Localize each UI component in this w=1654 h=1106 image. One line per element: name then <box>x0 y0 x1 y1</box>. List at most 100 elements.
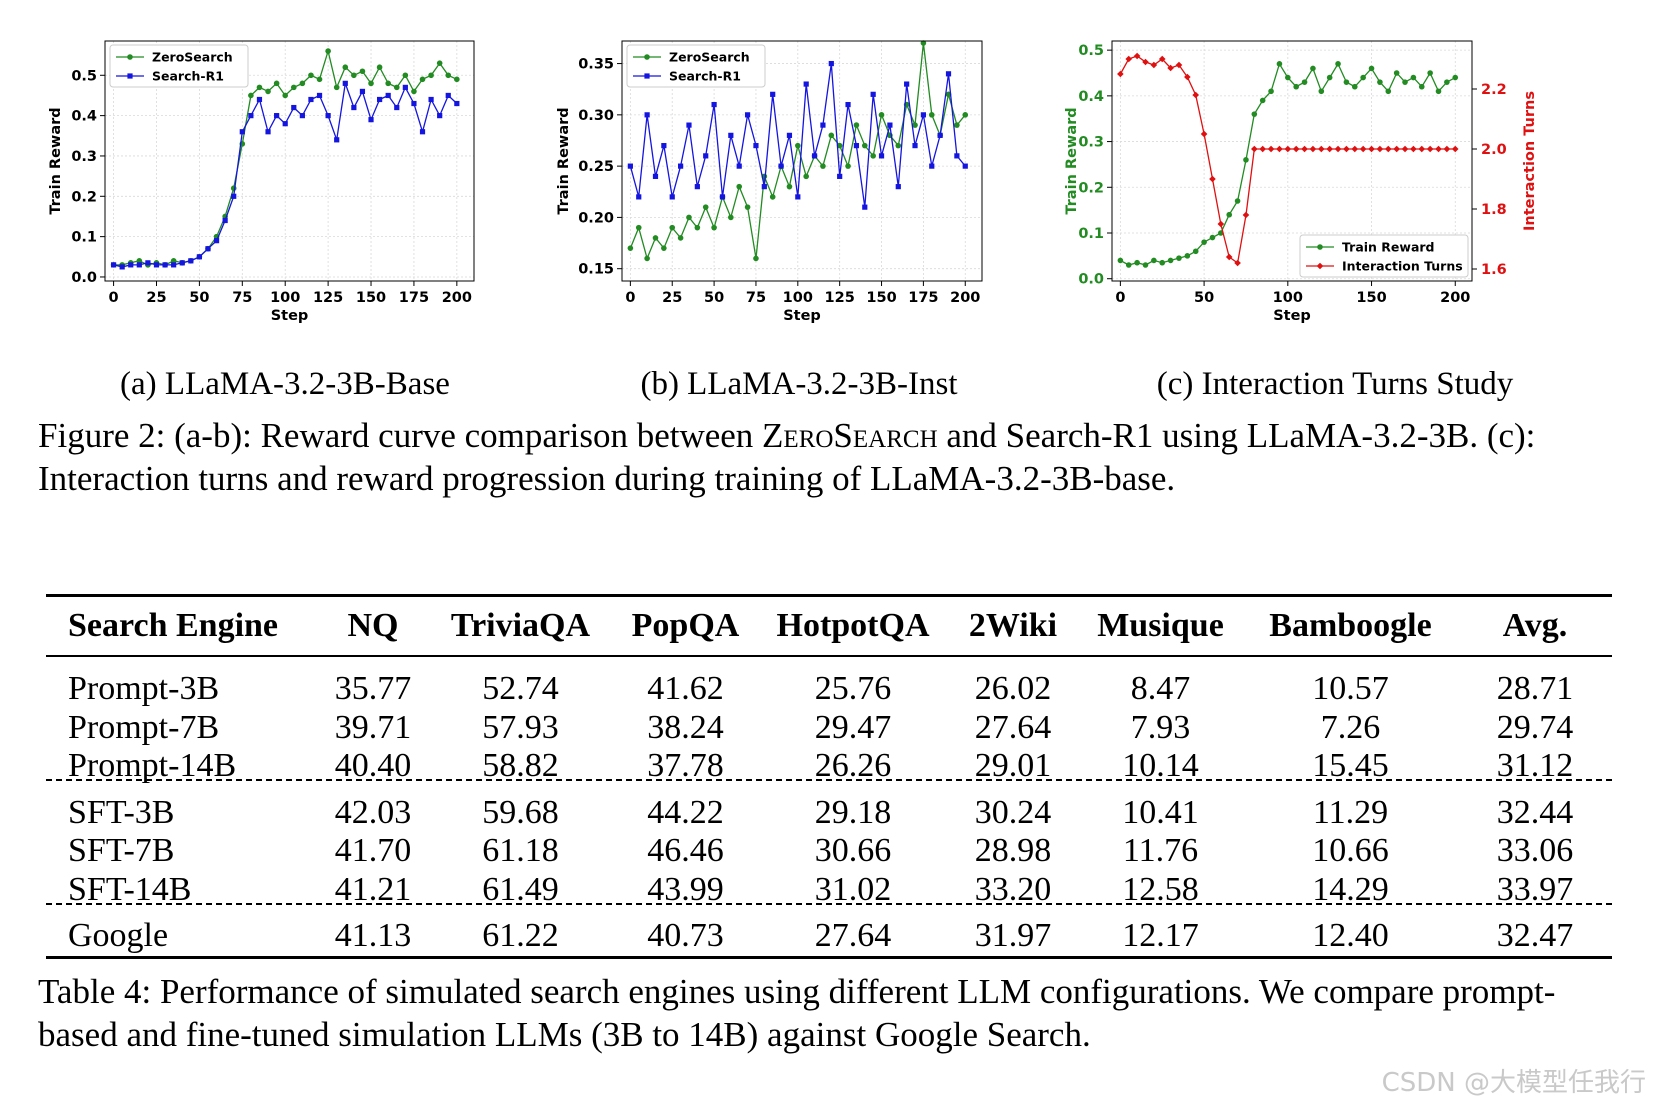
figure-caption-suffix: and Search-R1 using LLaMA-3.2-3B. (c): I… <box>38 416 1536 498</box>
y2-tick-label: 1.6 <box>1481 262 1507 278</box>
data-point <box>342 64 349 71</box>
data-point <box>291 104 297 111</box>
table-bottom-rule <box>46 956 1612 959</box>
data-point <box>1418 83 1425 90</box>
data-point <box>878 153 885 159</box>
cell: 43.99 <box>647 870 724 908</box>
data-point <box>385 80 391 87</box>
data-point <box>1175 61 1183 69</box>
data-point <box>1368 145 1375 153</box>
data-point <box>282 121 288 127</box>
col-header: Avg. <box>1502 607 1568 644</box>
data-point <box>803 81 809 87</box>
figure-caption-prefix: Figure 2: (a-b): Reward curve comparison… <box>38 416 763 455</box>
x-tick-label: 50 <box>189 290 209 306</box>
col-header: Musique <box>1097 607 1224 644</box>
data-point <box>937 132 943 138</box>
legend-marker <box>1317 244 1323 250</box>
legend-marker <box>644 54 650 60</box>
data-point <box>368 80 374 87</box>
cell: 61.18 <box>482 832 559 870</box>
data-point <box>1393 70 1400 76</box>
cell: 39.71 <box>334 708 412 746</box>
data-point <box>377 96 383 103</box>
cell: SFT-3B <box>68 793 175 831</box>
data-point <box>1351 145 1359 153</box>
table-body-prompt: Prompt-3B 35.77 52.74 41.62 25.76 26.02 8.47 10… <box>46 656 1612 794</box>
cell: Prompt-7B <box>68 708 220 746</box>
legend: Train Reward Interaction Turns <box>1299 234 1469 278</box>
data-point <box>256 96 263 103</box>
data-point <box>119 264 125 270</box>
data-point <box>920 112 926 118</box>
table-row: SFT-14B 41.21 61.49 43.99 31.02 33.20 12.58 14.… <box>46 871 1612 910</box>
data-point <box>1251 111 1258 117</box>
y-tick-label: 0.35 <box>578 57 614 73</box>
data-point <box>728 214 734 221</box>
table-row: SFT-7B 41.70 61.18 46.46 30.66 28.98 11.76 10.6… <box>46 832 1612 871</box>
table-body-google: Google 41.13 61.22 40.73 27.64 31.97 12.17 12.4… <box>46 917 1612 956</box>
data-point <box>136 258 143 264</box>
col-header: NQ <box>347 607 399 644</box>
data-point <box>887 122 893 128</box>
cell: 41.70 <box>334 832 412 870</box>
data-point <box>753 143 759 149</box>
data-point <box>711 224 717 231</box>
data-point <box>744 112 751 118</box>
legend-box <box>109 44 249 88</box>
table-row: Google 41.13 61.22 40.73 27.64 31.97 12.17 12.4… <box>46 917 1612 956</box>
data-point <box>256 84 263 91</box>
plot-frame <box>1111 40 1473 282</box>
table-row: SFT-3B 42.03 59.68 44.22 29.18 30.24 10.41 11.2… <box>46 794 1612 833</box>
data-point <box>239 129 245 135</box>
cell: 14.29 <box>1312 870 1389 908</box>
y-axis-label: Train Reward <box>48 107 64 214</box>
data-point <box>1426 145 1434 153</box>
data-point <box>248 113 254 119</box>
cell: 12.58 <box>1122 870 1199 908</box>
cell: 33.06 <box>1496 832 1574 870</box>
data-point <box>795 142 801 149</box>
data-point <box>954 122 960 128</box>
data-point <box>719 194 726 200</box>
cell: 29.47 <box>814 708 892 746</box>
data-point <box>1293 83 1299 90</box>
legend-label: Train Reward <box>1342 240 1435 255</box>
data-point <box>1209 234 1216 241</box>
cell: 10.57 <box>1312 670 1389 708</box>
figure-caption: Figure 2: (a-b): Reward curve comparison… <box>38 414 1628 500</box>
data-point <box>862 204 868 210</box>
data-point <box>703 153 709 159</box>
cell: 30.66 <box>814 832 892 870</box>
data-point <box>1184 73 1191 81</box>
cell: 29.74 <box>1496 708 1574 746</box>
y-axis-label: Train Reward <box>556 107 572 214</box>
data-point <box>454 100 460 107</box>
data-point <box>428 96 434 103</box>
cell: 12.40 <box>1312 917 1389 955</box>
data-point <box>1444 79 1450 85</box>
data-point <box>1142 262 1149 268</box>
data-point <box>1385 88 1392 95</box>
data-point <box>1267 145 1275 153</box>
data-point <box>1151 257 1157 264</box>
cell: 15.45 <box>1312 747 1389 785</box>
cell: 33.97 <box>1496 870 1574 908</box>
data-point <box>1310 65 1316 72</box>
data-point <box>1117 70 1124 78</box>
data-point <box>1142 58 1149 66</box>
x-tick-label: 75 <box>232 290 252 306</box>
data-point <box>1125 55 1133 63</box>
data-point <box>325 48 331 54</box>
cell: SFT-14B <box>68 870 192 908</box>
data-point <box>1301 145 1308 153</box>
data-point <box>954 153 960 159</box>
legend-marker <box>644 73 650 79</box>
data-point <box>437 113 443 119</box>
y-tick-label: 0.2 <box>71 189 97 205</box>
data-point <box>359 68 366 75</box>
data-point <box>912 143 918 149</box>
subcaption-b: (b) LLaMA-3.2-3B-Inst <box>640 366 958 402</box>
data-point <box>1150 61 1158 69</box>
x-tick-label: 200 <box>1440 290 1470 306</box>
